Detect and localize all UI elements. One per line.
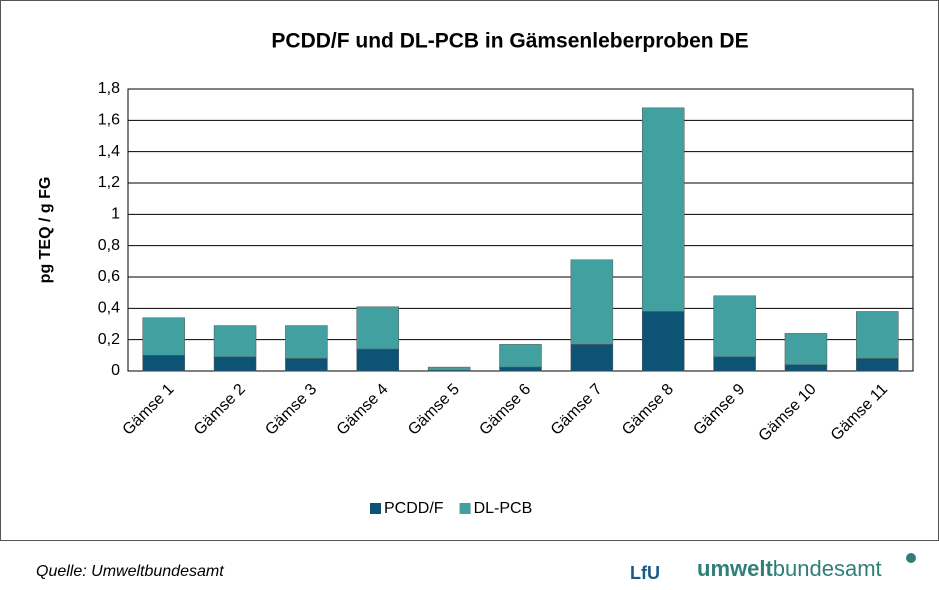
- y-tick-label: 1,4: [98, 143, 120, 160]
- logo-lfu: LfU: [630, 563, 660, 583]
- logo-uba: umweltbundesamt: [697, 556, 882, 581]
- chart-title: PCDD/F und DL-PCB in Gämsenleberproben D…: [271, 30, 748, 53]
- y-tick-label: 0,6: [98, 268, 120, 285]
- bar-segment: [499, 366, 542, 372]
- bar-segment: [856, 358, 899, 372]
- bar-segment: [641, 311, 685, 372]
- bar-segment: [641, 107, 685, 312]
- logo-icon: [906, 553, 916, 563]
- y-tick-label: 0: [111, 362, 120, 379]
- bar-segment: [285, 325, 328, 359]
- y-tick-label: 0,8: [98, 237, 120, 254]
- bar-segment: [713, 356, 756, 372]
- bar-segment: [499, 344, 542, 368]
- source: Quelle: Umweltbundesamt: [36, 563, 224, 580]
- legend-swatch: [459, 503, 471, 514]
- y-tick-label: 1,2: [98, 174, 120, 191]
- legend-label: DL-PCB: [474, 500, 533, 517]
- bar-segment: [142, 355, 185, 372]
- logo-uba-rest: bundesamt: [773, 556, 882, 581]
- bar-segment: [570, 259, 614, 345]
- chart-frame: [0, 0, 939, 541]
- bar-segment: [427, 366, 471, 371]
- bar-segment: [356, 306, 400, 350]
- y-tick-label: 1,8: [98, 80, 120, 97]
- bar-segment: [784, 364, 828, 372]
- bar-segment: [142, 317, 185, 356]
- y-axis-label: pg TEQ / g FG: [37, 177, 54, 284]
- bar-segment: [285, 358, 328, 372]
- y-tick-label: 1,6: [98, 112, 120, 129]
- y-tick-label: 0,4: [98, 300, 120, 317]
- legend-label: PCDD/F: [384, 500, 444, 517]
- y-tick-label: 0,2: [98, 331, 120, 348]
- bar-segment: [213, 325, 257, 358]
- legend-swatch: [370, 503, 381, 514]
- bar-segment: [856, 311, 899, 359]
- bar-segment: [784, 333, 828, 365]
- bar-segment: [713, 295, 756, 358]
- bar-segment: [213, 356, 257, 372]
- y-tick-label: 1: [111, 206, 120, 223]
- bar-segment: [356, 348, 400, 372]
- bar-segment: [570, 344, 614, 372]
- logo-uba-bold: umwelt: [697, 556, 773, 581]
